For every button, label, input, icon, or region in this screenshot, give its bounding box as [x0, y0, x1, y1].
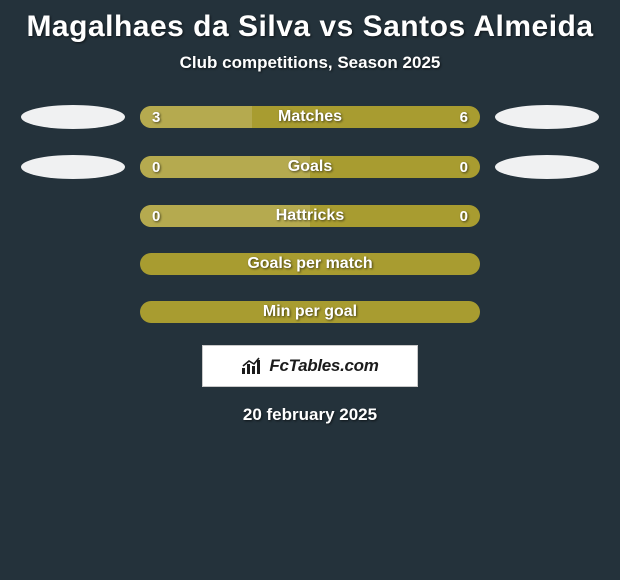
- avatar-slot-left: [6, 105, 140, 129]
- stat-bar: 36Matches: [140, 106, 480, 128]
- page-title: Magalhaes da Silva vs Santos Almeida: [0, 4, 620, 53]
- stat-bar: 00Goals: [140, 156, 480, 178]
- stat-label: Goals per match: [140, 253, 480, 275]
- stat-row: Goals per match: [0, 253, 620, 275]
- stat-bar: Min per goal: [140, 301, 480, 323]
- player-avatar-right: [495, 105, 599, 129]
- avatar-slot-left: [6, 155, 140, 179]
- avatar-slot-right: [480, 105, 614, 129]
- brand-text: FcTables.com: [269, 356, 378, 376]
- stat-row: 00Hattricks: [0, 205, 620, 227]
- player-avatar-right: [495, 155, 599, 179]
- stat-label: Min per goal: [140, 301, 480, 323]
- date-text: 20 february 2025: [0, 387, 620, 425]
- stat-rows: 36Matches 00Goals 00Hattricks Goals per mat…: [0, 105, 620, 323]
- stat-label: Matches: [140, 106, 480, 128]
- player-avatar-left: [21, 105, 125, 129]
- brand-chart-icon: [241, 357, 263, 375]
- stat-row: 36Matches: [0, 105, 620, 129]
- player-avatar-left: [21, 155, 125, 179]
- stat-bar: 00Hattricks: [140, 205, 480, 227]
- stat-label: Hattricks: [140, 205, 480, 227]
- stat-bar: Goals per match: [140, 253, 480, 275]
- page-subtitle: Club competitions, Season 2025: [0, 53, 620, 105]
- stat-label: Goals: [140, 156, 480, 178]
- stat-row: Min per goal: [0, 301, 620, 323]
- avatar-slot-right: [480, 155, 614, 179]
- stat-row: 00Goals: [0, 155, 620, 179]
- brand-badge: FcTables.com: [202, 345, 418, 387]
